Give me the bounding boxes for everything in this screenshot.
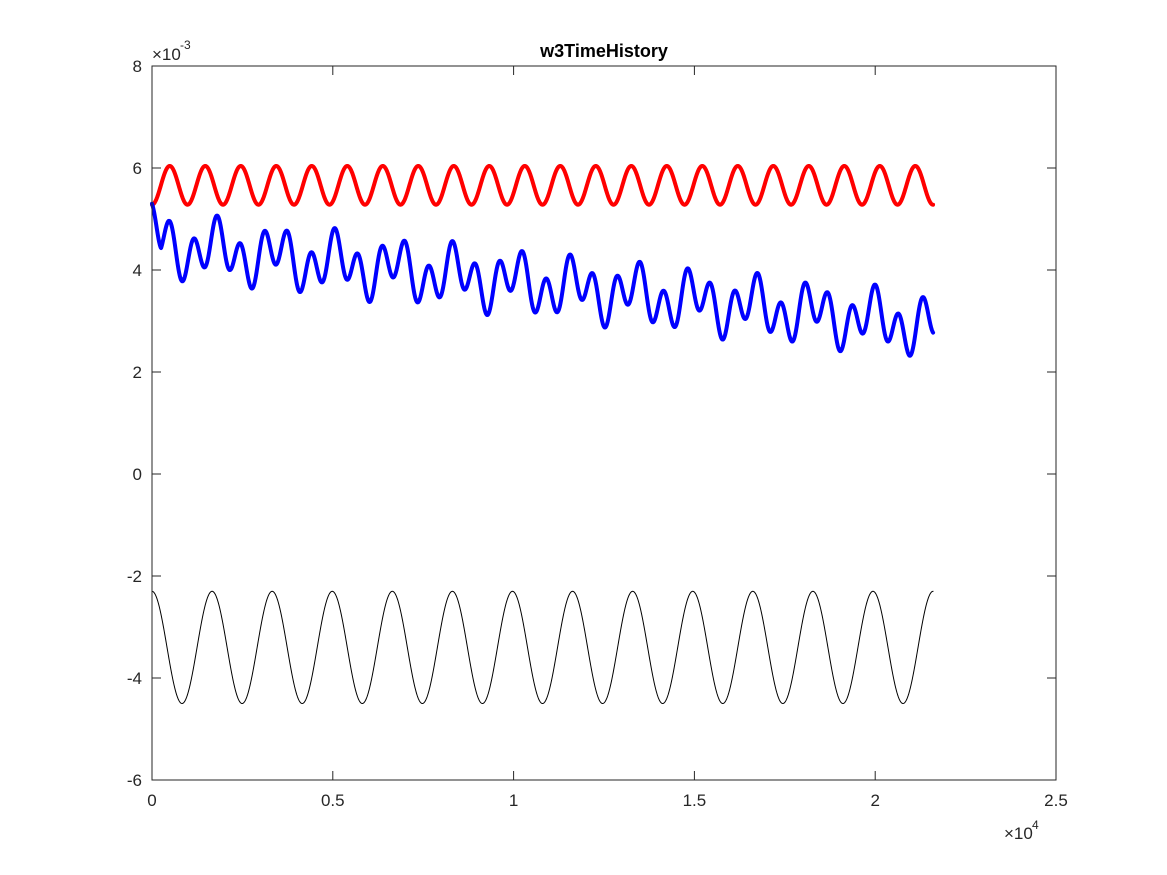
- x-exponent-label: ×10 4: [1004, 818, 1039, 843]
- y-tick-label: -4: [127, 669, 142, 688]
- y-tick-label: -6: [127, 771, 142, 790]
- x-tick-label: 2.5: [1044, 791, 1068, 810]
- axes-box: [151, 65, 1057, 781]
- x-tick-label: 0: [147, 791, 156, 810]
- tick-layer: 0 0.5 1 1.5 2 2.5 -6 -4 -2 0 2 4 6 8: [127, 57, 1068, 810]
- series-line-1: [150, 163, 936, 207]
- y-tick-label: -2: [127, 567, 142, 586]
- y-tick-label: 4: [133, 261, 142, 280]
- y-exponent-label: ×10 -3: [152, 38, 191, 64]
- y-tick-label: 8: [133, 57, 142, 76]
- series-line-2: [150, 201, 936, 358]
- y-exponent-power: -3: [180, 38, 191, 52]
- x-tick-label: 2: [870, 791, 879, 810]
- y-tick-label: 2: [133, 363, 142, 382]
- series-layer: [150, 163, 936, 704]
- x-tick-label: 1.5: [683, 791, 707, 810]
- x-exponent-base: ×10: [1004, 824, 1033, 843]
- x-exponent-power: 4: [1032, 818, 1039, 832]
- x-tick-label: 0.5: [321, 791, 345, 810]
- plot-area: 0 0.5 1 1.5 2 2.5 -6 -4 -2 0 2 4 6 8: [127, 57, 1068, 810]
- x-tick-label: 1: [509, 791, 518, 810]
- y-tick-label: 0: [133, 465, 142, 484]
- chart-title: w3TimeHistory: [539, 41, 668, 61]
- y-exponent-base: ×10: [152, 45, 181, 64]
- y-tick-label: 6: [133, 159, 142, 178]
- series-line-3: [151, 590, 934, 704]
